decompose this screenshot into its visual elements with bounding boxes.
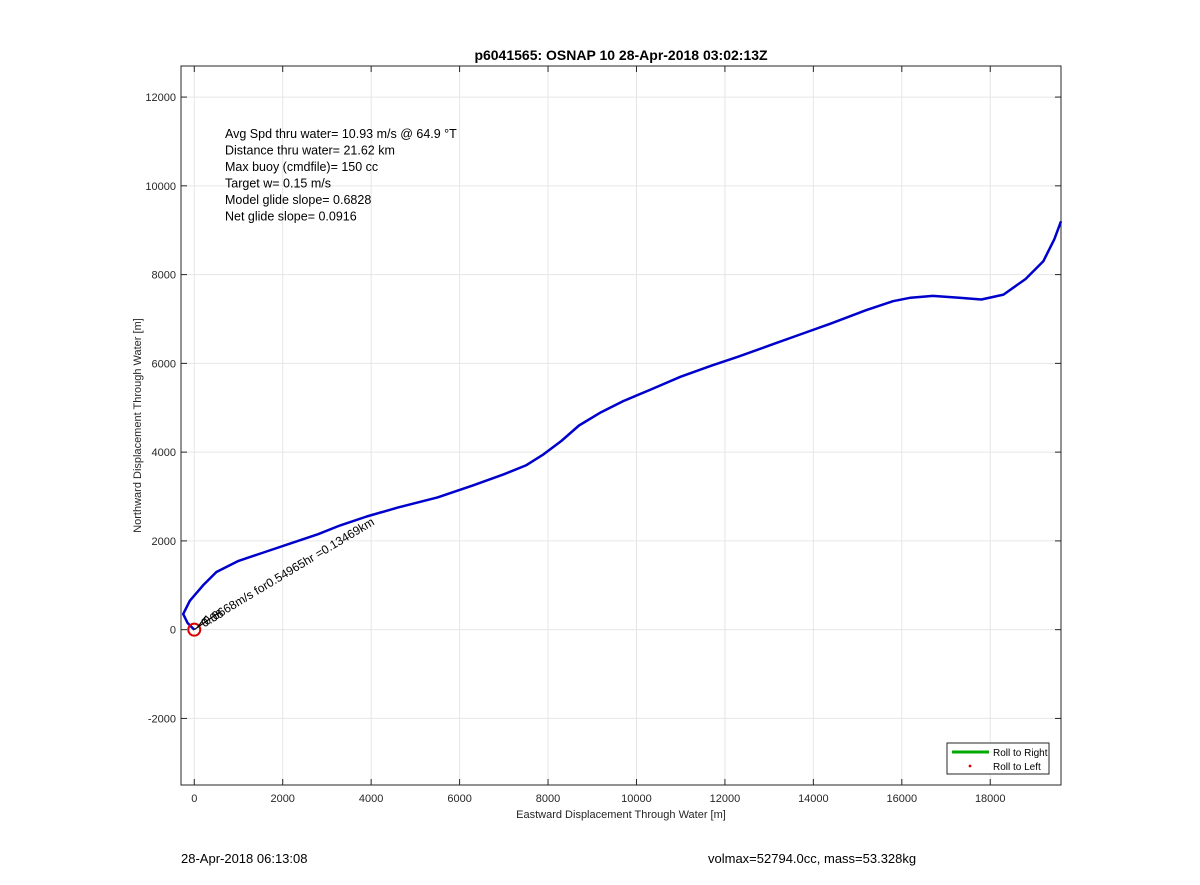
stats-annotation: Target w= 0.15 m/s bbox=[225, 177, 331, 191]
x-tick-label: 2000 bbox=[270, 793, 294, 805]
x-tick-label: 18000 bbox=[975, 793, 1006, 805]
x-tick-label: 12000 bbox=[710, 793, 741, 805]
y-tick-label: 8000 bbox=[152, 270, 176, 282]
axes-box bbox=[180, 65, 1062, 786]
x-tick-label: 16000 bbox=[887, 793, 918, 805]
y-tick-label: 6000 bbox=[152, 358, 176, 370]
start-marker bbox=[187, 622, 202, 637]
y-tick-label: 12000 bbox=[145, 92, 176, 104]
x-tick-label: 0 bbox=[191, 793, 197, 805]
stats-annotation: Distance thru water= 21.62 km bbox=[225, 144, 395, 158]
y-axis-label: Northward Displacement Through Water [m] bbox=[132, 318, 144, 533]
legend-label: Roll to Right bbox=[993, 748, 1048, 759]
legend-swatch-dot bbox=[968, 764, 972, 768]
legend-box bbox=[946, 742, 1050, 775]
x-tick-label: 10000 bbox=[621, 793, 652, 805]
y-tick-label: 2000 bbox=[152, 536, 176, 548]
current-vector bbox=[196, 615, 207, 629]
track-line bbox=[181, 220, 1063, 631]
y-tick-label: 10000 bbox=[145, 181, 176, 193]
footer-timestamp: 28-Apr-2018 06:13:08 bbox=[181, 851, 308, 866]
footer-volume-mass: volmax=52794.0cc, mass=53.328kg bbox=[708, 851, 917, 866]
x-tick-label: 8000 bbox=[536, 793, 560, 805]
y-tick-label: 4000 bbox=[152, 447, 176, 459]
x-tick-label: 6000 bbox=[447, 793, 471, 805]
legend-label: Roll to Left bbox=[993, 762, 1041, 773]
stats-annotation: Max buoy (cmdfile)= 150 cc bbox=[225, 160, 378, 174]
x-tick-label: 4000 bbox=[359, 793, 383, 805]
stats-annotation: Model glide slope= 0.6828 bbox=[225, 193, 371, 207]
stats-annotation: Net glide slope= 0.0916 bbox=[225, 210, 357, 224]
y-tick-label: 0 bbox=[170, 625, 176, 637]
stats-annotation: Avg Spd thru water= 10.93 m/s @ 64.9 °T bbox=[225, 127, 457, 141]
x-tick-label: 14000 bbox=[798, 793, 829, 805]
y-tick-label: -2000 bbox=[148, 713, 176, 725]
chart-title: p6041565: OSNAP 10 28-Apr-2018 03:02:13Z bbox=[474, 47, 768, 63]
x-axis-label: Eastward Displacement Through Water [m] bbox=[516, 809, 726, 821]
